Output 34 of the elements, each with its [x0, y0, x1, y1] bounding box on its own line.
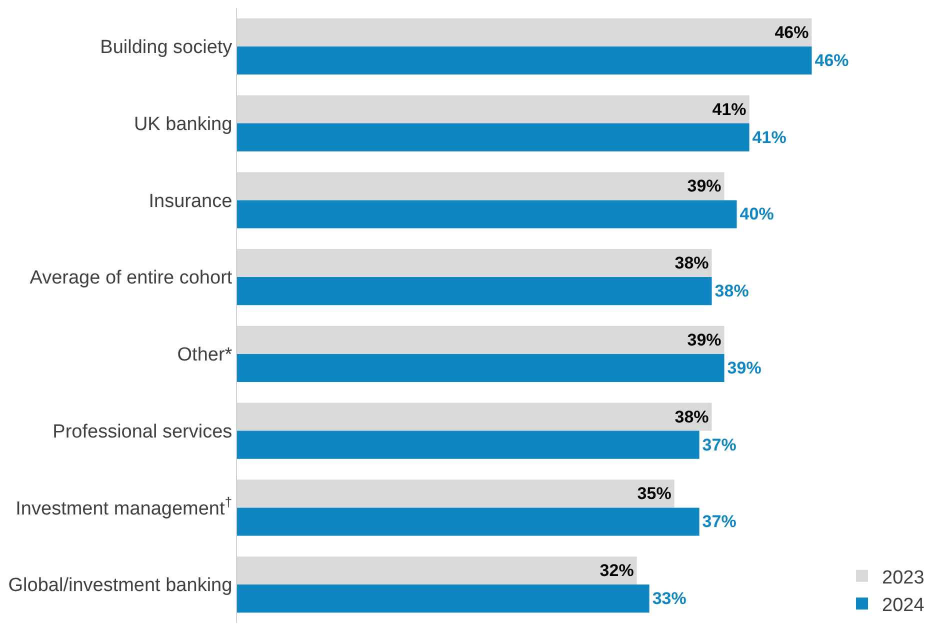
- legend-label: 2024: [882, 594, 925, 616]
- data-label: 33%: [652, 589, 686, 608]
- bar: [237, 584, 650, 613]
- y-tick-label: Insurance: [148, 190, 232, 212]
- data-label: 41%: [752, 128, 786, 147]
- data-label: 38%: [674, 407, 709, 426]
- bar: [237, 46, 812, 74]
- data-label: 38%: [714, 282, 749, 301]
- y-tick-label: Other*: [177, 344, 233, 366]
- data-label: 41%: [712, 100, 746, 119]
- y-tick-label: Professional services: [52, 421, 232, 442]
- data-label: 37%: [702, 435, 736, 454]
- bar: [237, 430, 700, 459]
- data-label: 40%: [740, 204, 774, 224]
- bar: [237, 354, 724, 382]
- bar: [237, 200, 737, 228]
- data-label: 39%: [687, 176, 722, 196]
- legend-label: 2023: [882, 567, 924, 588]
- data-label: 39%: [687, 330, 722, 350]
- y-tick-label: Global/investment banking: [8, 575, 232, 596]
- data-label: 35%: [637, 484, 672, 504]
- bar: [237, 123, 750, 152]
- data-label: 39%: [727, 358, 762, 378]
- data-label: 46%: [774, 22, 809, 42]
- y-tick-label: UK banking: [134, 114, 232, 135]
- data-label: 38%: [674, 254, 709, 273]
- y-tick-label: Average of entire cohort: [30, 268, 233, 289]
- data-label: 46%: [814, 50, 849, 70]
- y-tick-label: Investment management$^{†}$: [16, 494, 232, 520]
- bar: [237, 508, 700, 536]
- bar: [237, 277, 712, 306]
- y-tick-label: Building society: [100, 37, 233, 58]
- data-label: 32%: [600, 561, 634, 580]
- data-label: 37%: [702, 512, 736, 532]
